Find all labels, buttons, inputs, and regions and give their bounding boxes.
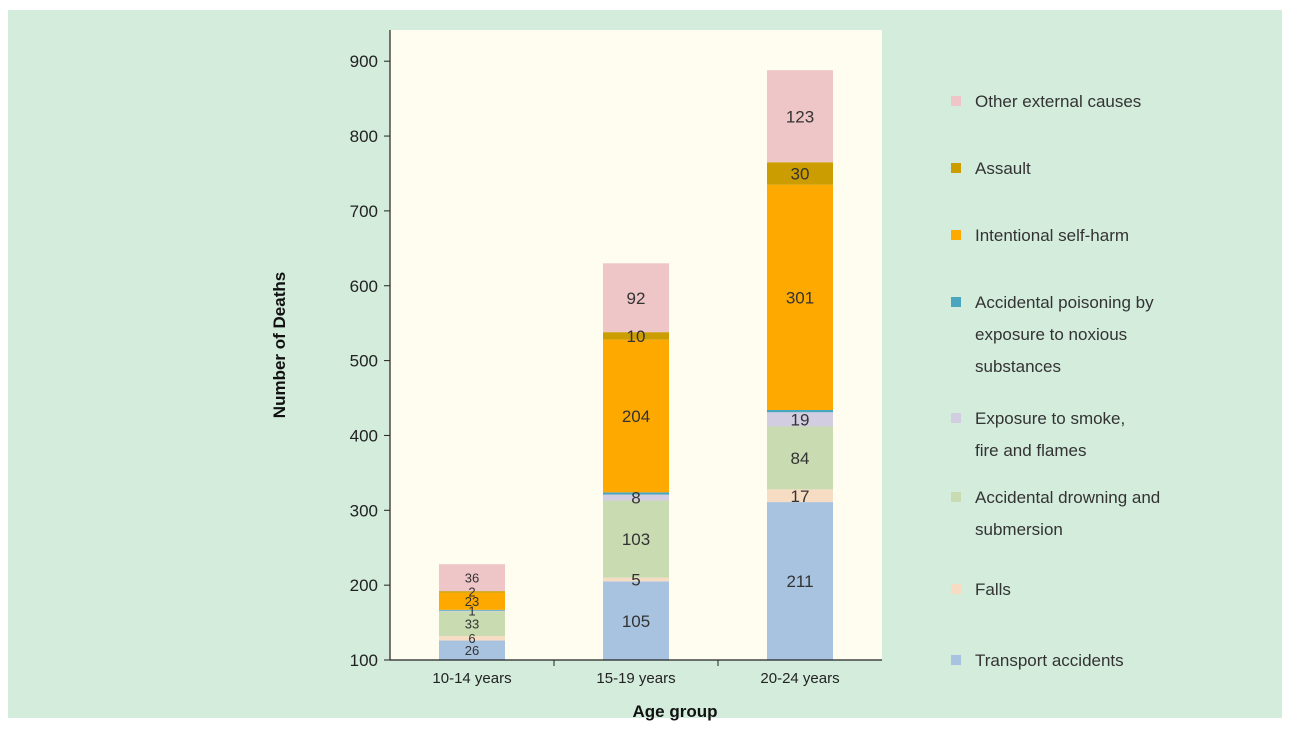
- bar-assault: [767, 162, 833, 185]
- legend-label-intentional-self-harm: Intentional self-harm: [975, 226, 1129, 245]
- legend: Other external causes Assault Intentional …: [951, 92, 1160, 670]
- legend-swatch-other-external-causes: [951, 96, 961, 106]
- bar-transport-accidents: [439, 640, 505, 660]
- legend-swatch-assault: [951, 163, 961, 173]
- bar-exposure-to-smoke-fire-and-flames: [603, 494, 669, 501]
- bar-exposure-to-smoke-fire-and-flames: [439, 610, 505, 612]
- bar-exposure-to-smoke-fire-and-flames: [767, 412, 833, 427]
- legend-label-accidental-poisoning-by-exposure-to-noxious-substances: Accidental poisoning by: [975, 293, 1154, 312]
- legend-swatch-transport-accidents: [951, 655, 961, 665]
- data-label-intentional-self-harm: 301: [786, 288, 814, 307]
- y-tick-label: 700: [350, 202, 378, 221]
- bar-intentional-self-harm: [767, 184, 833, 411]
- bar-accidental-poisoning-by-exposure-to-noxious-substances: [439, 609, 505, 611]
- y-tick-label: 800: [350, 127, 378, 146]
- x-category-label: 15-19 years: [596, 670, 675, 687]
- bar-assault: [439, 591, 505, 593]
- data-label-assault: 30: [791, 165, 810, 184]
- legend-label-other-external-causes: Other external causes: [975, 92, 1141, 111]
- bar-accidental-poisoning-by-exposure-to-noxious-substances: [603, 492, 669, 495]
- y-tick-label: 400: [350, 426, 378, 445]
- bar-falls: [767, 489, 833, 503]
- bar-accidental-drowning-and-submersion: [767, 426, 833, 490]
- y-tick-label: 500: [350, 352, 378, 371]
- bar-other-external-causes: [603, 263, 669, 333]
- data-label-assault: 10: [627, 327, 646, 346]
- data-label-other-external-causes: 123: [786, 107, 814, 126]
- data-label-other-external-causes: 92: [627, 289, 646, 308]
- data-label-falls: 17: [791, 487, 810, 506]
- legend-label-transport-accidents: Transport accidents: [975, 651, 1124, 670]
- bars-group: [439, 70, 833, 660]
- data-label-other-external-causes: 36: [465, 570, 479, 585]
- legend-swatch-intentional-self-harm: [951, 230, 961, 240]
- legend-swatch-falls: [951, 584, 961, 594]
- data-label-falls: 5: [631, 571, 640, 590]
- bar-intentional-self-harm: [439, 592, 505, 610]
- data-label-accidental-drowning-and-submersion: 33: [465, 616, 479, 631]
- bar-accidental-drowning-and-submersion: [603, 500, 669, 578]
- data-label-accidental-drowning-and-submersion: 84: [791, 449, 810, 468]
- x-category-label: 10-14 years: [432, 670, 511, 687]
- bar-intentional-self-harm: [603, 339, 669, 493]
- data-label-intentional-self-harm: 204: [622, 407, 650, 426]
- legend-label-accidental-poisoning-by-exposure-to-noxious-substances: substances: [975, 357, 1061, 376]
- bar-transport-accidents: [603, 581, 669, 660]
- bar-falls: [603, 577, 669, 582]
- data-label-transport-accidents: 211: [786, 572, 813, 591]
- x-axis-title: Age group: [633, 702, 718, 721]
- legend-label-exposure-to-smoke-fire-and-flames: fire and flames: [975, 441, 1087, 460]
- data-label-exposure-to-smoke-fire-and-flames: 8: [631, 489, 640, 508]
- data-label-exposure-to-smoke-fire-and-flames: 1: [468, 604, 475, 619]
- bar-assault: [603, 332, 669, 340]
- y-tick-label: 600: [350, 277, 378, 296]
- bar-accidental-poisoning-by-exposure-to-noxious-substances: [767, 410, 833, 413]
- bar-other-external-causes: [439, 564, 505, 592]
- bar-falls: [439, 636, 505, 641]
- legend-swatch-exposure-to-smoke-fire-and-flames: [951, 413, 961, 423]
- data-label-transport-accidents: 105: [622, 612, 650, 631]
- legend-label-assault: Assault: [975, 159, 1031, 178]
- y-tick-label: 900: [350, 52, 378, 71]
- x-category-label: 20-24 years: [760, 670, 839, 687]
- legend-label-falls: Falls: [975, 580, 1011, 599]
- segment-labels-group: 2663312323610551038204109221117841930130…: [465, 107, 814, 658]
- bar-transport-accidents: [767, 502, 833, 660]
- y-tick-label: 300: [350, 501, 378, 520]
- bar-accidental-drowning-and-submersion: [439, 611, 505, 637]
- legend-label-accidental-drowning-and-submersion: submersion: [975, 520, 1063, 539]
- data-label-exposure-to-smoke-fire-and-flames: 19: [791, 410, 810, 429]
- legend-swatch-accidental-drowning-and-submersion: [951, 492, 961, 502]
- data-label-assault: 2: [468, 585, 475, 600]
- legend-swatch-accidental-poisoning-by-exposure-to-noxious-substances: [951, 297, 961, 307]
- data-label-intentional-self-harm: 23: [465, 594, 479, 609]
- legend-label-accidental-poisoning-by-exposure-to-noxious-substances: exposure to noxious: [975, 325, 1127, 344]
- data-label-transport-accidents: 26: [465, 643, 479, 658]
- legend-label-exposure-to-smoke-fire-and-flames: Exposure to smoke,: [975, 409, 1125, 428]
- bar-other-external-causes: [767, 70, 833, 163]
- y-tick-label: 200: [350, 576, 378, 595]
- legend-label-accidental-drowning-and-submersion: Accidental drowning and: [975, 488, 1160, 507]
- y-axis-title: Number of Deaths: [270, 272, 289, 418]
- data-label-falls: 6: [468, 631, 475, 646]
- data-label-accidental-drowning-and-submersion: 103: [622, 530, 650, 549]
- y-tick-label: 100: [350, 651, 378, 670]
